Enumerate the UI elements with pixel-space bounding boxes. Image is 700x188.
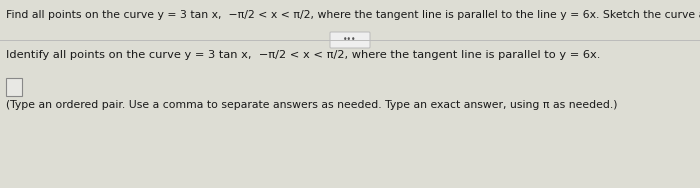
FancyBboxPatch shape: [330, 32, 370, 48]
Text: Find all points on the curve y = 3 tan x,  −π/2 < x < π/2, where the tangent lin: Find all points on the curve y = 3 tan x…: [6, 10, 700, 20]
Bar: [6, 78, 22, 96]
Text: •••: •••: [343, 36, 357, 45]
Text: (Type an ordered pair. Use a comma to separate answers as needed. Type an exact : (Type an ordered pair. Use a comma to se…: [6, 100, 617, 110]
Text: Identify all points on the curve y = 3 tan x,  −π/2 < x < π/2, where the tangent: Identify all points on the curve y = 3 t…: [6, 50, 601, 60]
